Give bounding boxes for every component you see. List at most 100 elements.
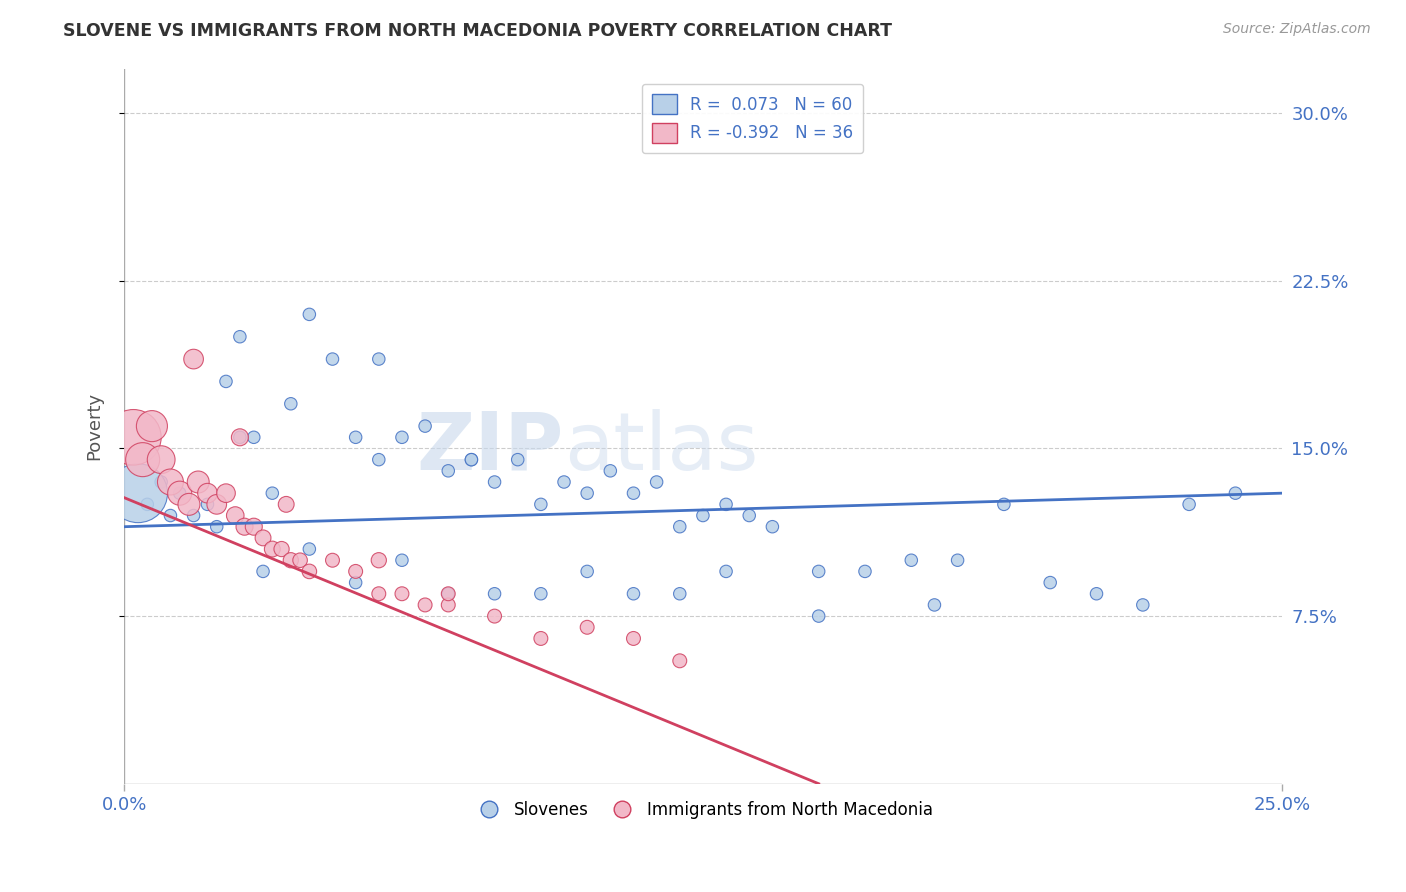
Point <box>197 497 219 511</box>
Point <box>270 542 292 557</box>
Point <box>131 452 153 467</box>
Point <box>276 497 298 511</box>
Point <box>187 475 209 489</box>
Point <box>150 452 173 467</box>
Point <box>367 587 389 601</box>
Point <box>197 486 219 500</box>
Point <box>183 352 205 367</box>
Point <box>391 430 413 444</box>
Point <box>391 553 413 567</box>
Point <box>367 553 389 567</box>
Point <box>252 565 274 579</box>
Point <box>599 464 621 478</box>
Point <box>506 452 529 467</box>
Point <box>576 486 599 500</box>
Point <box>484 587 506 601</box>
Point <box>668 587 690 601</box>
Legend: Slovenes, Immigrants from North Macedonia: Slovenes, Immigrants from North Macedoni… <box>465 794 941 825</box>
Point <box>288 553 311 567</box>
Point <box>159 475 181 489</box>
Point <box>298 542 321 557</box>
Point <box>233 519 256 533</box>
Point <box>530 632 553 646</box>
Point <box>645 475 668 489</box>
Point <box>623 587 645 601</box>
Point <box>692 508 714 523</box>
Text: SLOVENE VS IMMIGRANTS FROM NORTH MACEDONIA POVERTY CORRELATION CHART: SLOVENE VS IMMIGRANTS FROM NORTH MACEDON… <box>63 22 893 40</box>
Point <box>141 419 163 434</box>
Point <box>298 565 321 579</box>
Point <box>946 553 969 567</box>
Point <box>344 575 367 590</box>
Text: ZIP: ZIP <box>416 409 564 486</box>
Point <box>807 565 830 579</box>
Point <box>177 497 200 511</box>
Point <box>993 497 1015 511</box>
Point <box>437 598 460 612</box>
Point <box>252 531 274 545</box>
Point <box>460 452 482 467</box>
Point <box>229 430 252 444</box>
Text: Source: ZipAtlas.com: Source: ZipAtlas.com <box>1223 22 1371 37</box>
Point <box>262 542 284 557</box>
Point <box>122 430 145 444</box>
Point <box>169 486 191 500</box>
Point <box>367 352 389 367</box>
Point <box>1039 575 1062 590</box>
Point <box>530 587 553 601</box>
Point <box>900 553 922 567</box>
Point <box>229 430 252 444</box>
Point <box>205 497 228 511</box>
Point <box>367 452 389 467</box>
Point <box>530 497 553 511</box>
Point <box>668 519 690 533</box>
Point <box>1225 486 1247 500</box>
Point <box>321 553 343 567</box>
Point <box>298 307 321 321</box>
Point <box>668 654 690 668</box>
Point <box>807 609 830 624</box>
Point <box>924 598 946 612</box>
Point <box>136 497 159 511</box>
Point <box>215 486 238 500</box>
Point <box>553 475 575 489</box>
Point <box>159 508 181 523</box>
Point <box>413 598 436 612</box>
Point <box>484 609 506 624</box>
Point <box>761 519 783 533</box>
Point <box>391 587 413 601</box>
Text: atlas: atlas <box>564 409 758 486</box>
Point <box>169 486 191 500</box>
Point <box>262 486 284 500</box>
Y-axis label: Poverty: Poverty <box>86 392 103 460</box>
Point <box>437 587 460 601</box>
Point <box>460 452 482 467</box>
Point <box>150 475 173 489</box>
Point <box>280 397 302 411</box>
Point <box>714 497 737 511</box>
Point <box>413 419 436 434</box>
Point <box>576 620 599 634</box>
Point <box>344 565 367 579</box>
Point <box>1132 598 1154 612</box>
Point <box>714 565 737 579</box>
Point <box>1085 587 1108 601</box>
Point <box>623 632 645 646</box>
Point <box>205 519 228 533</box>
Point <box>224 508 246 523</box>
Point <box>623 486 645 500</box>
Point <box>437 587 460 601</box>
Point <box>344 430 367 444</box>
Point <box>321 352 343 367</box>
Point <box>243 430 266 444</box>
Point <box>484 475 506 489</box>
Point <box>229 329 252 343</box>
Point <box>183 508 205 523</box>
Point <box>215 375 238 389</box>
Point <box>576 565 599 579</box>
Point <box>437 464 460 478</box>
Point <box>738 508 761 523</box>
Point <box>127 486 149 500</box>
Point <box>280 553 302 567</box>
Point <box>853 565 876 579</box>
